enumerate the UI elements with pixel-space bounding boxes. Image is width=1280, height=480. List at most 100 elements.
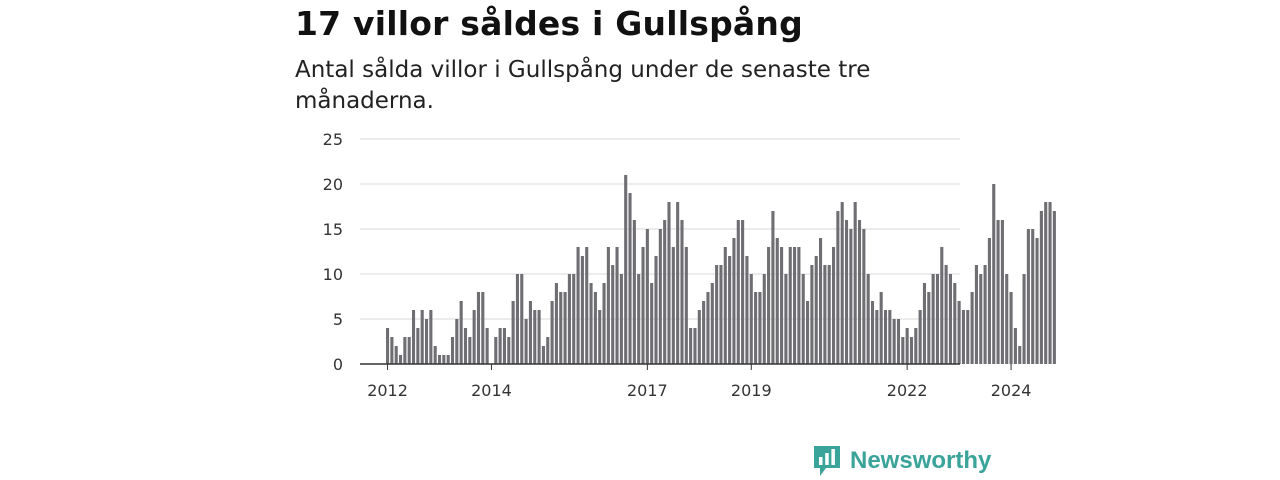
bar (541, 346, 545, 364)
bar (498, 328, 502, 364)
bar (961, 310, 965, 364)
bar (927, 292, 931, 364)
bar (775, 238, 779, 364)
x-tick-label: 2019 (731, 381, 772, 400)
bar (983, 265, 987, 364)
x-tick-label: 2012 (367, 381, 408, 400)
bar (745, 256, 749, 364)
bar (892, 319, 896, 364)
bar (754, 292, 758, 364)
y-tick-label: 25 (323, 130, 343, 149)
bar (641, 247, 645, 364)
bar (606, 247, 610, 364)
x-tick-label: 2024 (991, 381, 1032, 400)
bar (611, 265, 615, 364)
bar (537, 310, 541, 364)
bar (550, 301, 554, 364)
bar (689, 328, 693, 364)
bar (468, 337, 472, 364)
bar (758, 292, 762, 364)
bar (485, 328, 489, 364)
bar (437, 355, 442, 364)
bar (857, 220, 862, 364)
bar (671, 247, 675, 364)
bar (697, 310, 701, 364)
bar (957, 301, 961, 364)
bar (706, 292, 710, 364)
bar (476, 292, 481, 364)
x-tick-label: 2014 (471, 381, 512, 400)
bar (875, 310, 879, 364)
bar (572, 274, 576, 364)
bar (914, 328, 918, 364)
bar (944, 265, 948, 364)
bar (1044, 202, 1048, 364)
bar (901, 337, 905, 364)
bar (970, 292, 974, 364)
bar (585, 247, 589, 364)
bar (974, 265, 978, 364)
bar (416, 328, 420, 364)
bar (862, 229, 866, 364)
bar (827, 265, 831, 364)
bar (935, 274, 940, 364)
bar (940, 247, 944, 364)
y-tick-label: 0 (333, 355, 343, 374)
y-axis-ticks: 0 5 10 15 20 25 (323, 130, 343, 374)
bar (628, 193, 632, 364)
bar (658, 229, 662, 364)
y-tick-label: 10 (323, 265, 343, 284)
bar (719, 265, 723, 364)
bar (1013, 328, 1017, 364)
bar (806, 301, 810, 364)
bar (420, 310, 424, 364)
chart-title: 17 villor såldes i Gullspång (295, 4, 803, 43)
bar (888, 310, 892, 364)
bar (455, 319, 459, 364)
bar (494, 337, 498, 364)
bar (797, 247, 801, 364)
bar (1048, 202, 1052, 364)
bar (403, 337, 407, 364)
highlight-value-label: 17 (1056, 0, 1078, 5)
brand-name: Newsworthy (850, 447, 992, 474)
bar (472, 310, 476, 364)
bars (386, 175, 1056, 364)
bar (767, 247, 771, 364)
bar (533, 310, 537, 364)
bar (676, 202, 680, 364)
bar (554, 283, 558, 364)
bar (810, 265, 814, 364)
bar (793, 247, 797, 364)
bar (922, 283, 927, 364)
newsworthy-logo-icon (814, 446, 840, 476)
bar (598, 310, 602, 364)
bar (429, 310, 433, 364)
bar (559, 292, 563, 364)
bar (424, 319, 429, 364)
bar (823, 265, 827, 364)
bar (442, 355, 446, 364)
bar (1009, 292, 1013, 364)
bar (619, 274, 623, 364)
bar (446, 355, 450, 364)
bar (1026, 229, 1030, 364)
bar (654, 256, 658, 364)
bar (546, 337, 550, 364)
bar (992, 184, 996, 364)
bar (589, 283, 593, 364)
bar (741, 220, 745, 364)
bar (953, 283, 957, 364)
bar (819, 238, 823, 364)
bar (450, 337, 455, 364)
bar (979, 274, 983, 364)
bar (736, 220, 740, 364)
bar (684, 247, 688, 364)
bar (883, 310, 888, 364)
y-tick-label: 20 (323, 175, 343, 194)
bar (593, 292, 597, 364)
bar (663, 220, 667, 364)
bar (987, 238, 991, 364)
bar (567, 274, 571, 364)
